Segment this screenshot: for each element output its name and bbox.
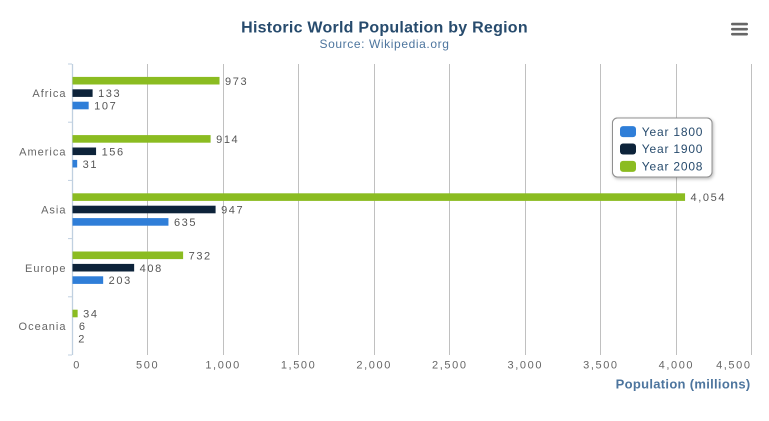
svg-text:Source: Wikipedia.org: Source: Wikipedia.org <box>320 37 450 51</box>
svg-text:1,000: 1,000 <box>205 359 241 371</box>
svg-text:0: 0 <box>73 359 81 371</box>
svg-text:Year 1900: Year 1900 <box>642 142 703 156</box>
svg-text:635: 635 <box>174 217 197 229</box>
svg-text:4,054: 4,054 <box>691 192 727 204</box>
svg-text:914: 914 <box>216 134 239 146</box>
svg-text:500: 500 <box>136 359 159 371</box>
svg-text:31: 31 <box>83 159 98 171</box>
svg-text:Oceania: Oceania <box>19 321 67 333</box>
svg-text:947: 947 <box>221 205 244 217</box>
svg-text:732: 732 <box>189 250 212 262</box>
svg-text:2: 2 <box>78 333 86 345</box>
svg-text:America: America <box>19 146 66 158</box>
svg-text:Population (millions): Population (millions) <box>616 376 751 391</box>
svg-text:Year 1800: Year 1800 <box>642 125 703 139</box>
svg-text:4,000: 4,000 <box>659 359 695 371</box>
svg-text:107: 107 <box>94 101 117 113</box>
svg-text:Asia: Asia <box>41 205 66 217</box>
svg-text:203: 203 <box>109 275 132 287</box>
svg-text:Historic World Population by R: Historic World Population by Region <box>241 20 528 37</box>
svg-text:133: 133 <box>98 88 121 100</box>
svg-text:3,000: 3,000 <box>508 359 544 371</box>
svg-text:156: 156 <box>102 146 125 158</box>
svg-text:6: 6 <box>79 321 87 333</box>
svg-text:2,500: 2,500 <box>432 359 468 371</box>
svg-text:34: 34 <box>83 309 98 321</box>
svg-text:Europe: Europe <box>25 263 66 275</box>
svg-text:Year 2008: Year 2008 <box>642 160 703 174</box>
svg-text:973: 973 <box>225 76 248 88</box>
svg-text:2,000: 2,000 <box>356 359 392 371</box>
svg-text:Africa: Africa <box>32 88 66 100</box>
svg-text:1,500: 1,500 <box>281 359 317 371</box>
svg-text:4,500: 4,500 <box>716 359 752 371</box>
svg-text:408: 408 <box>140 263 163 275</box>
svg-text:3,500: 3,500 <box>583 359 619 371</box>
